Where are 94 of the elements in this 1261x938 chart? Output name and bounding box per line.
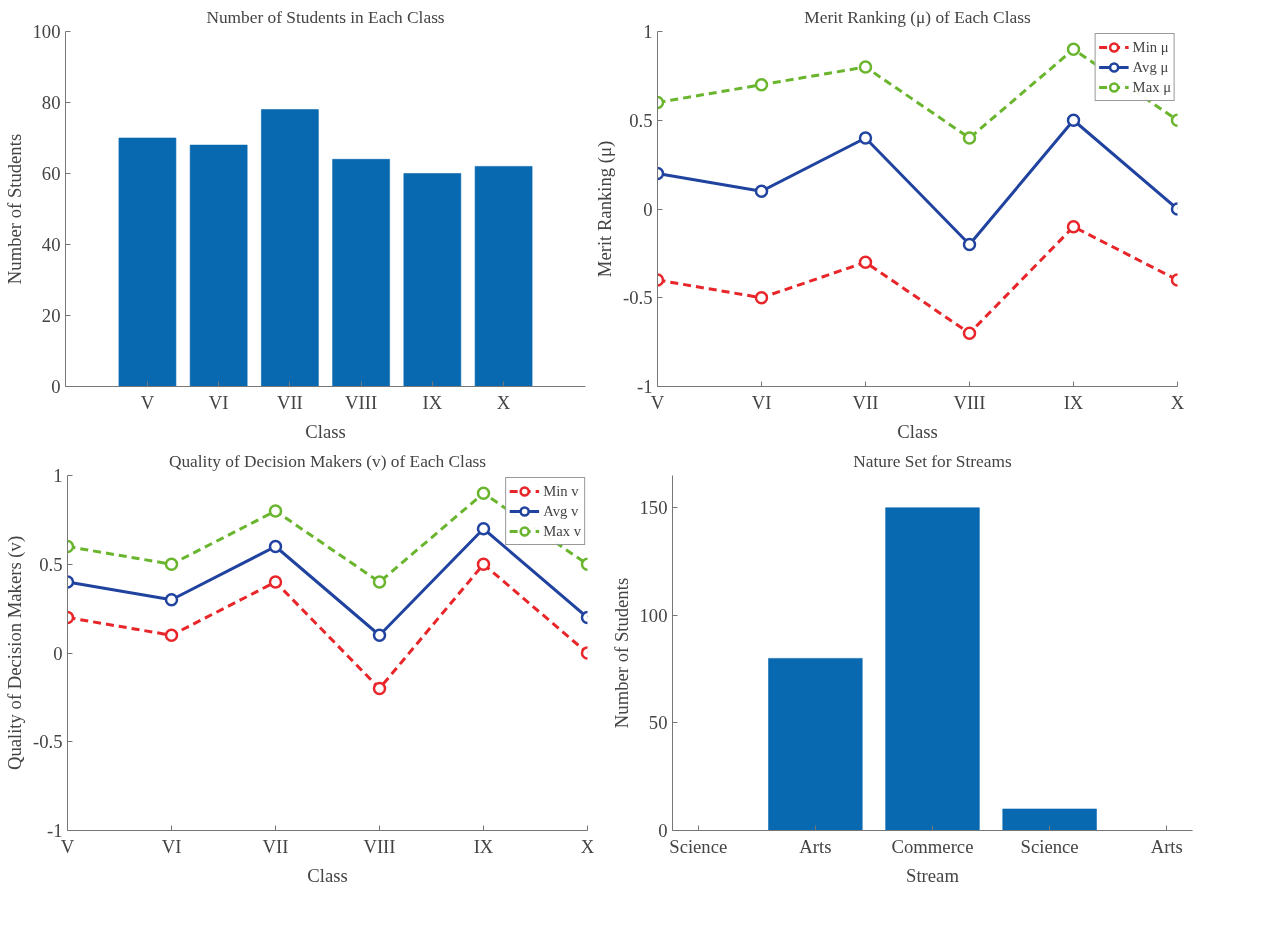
x-tick-label: VII [262,835,289,857]
y-tick-label: 20 [41,305,61,326]
y-tick-label: 40 [41,234,61,255]
y-tick-label: 0 [51,376,61,397]
y-tick-label: -1 [636,376,653,397]
point [858,131,873,145]
bar [1002,808,1097,831]
y-tick-label: 60 [41,163,61,184]
y-axis-title: Number of Students [3,133,25,285]
legend-label: Avg v [543,502,579,520]
point [164,593,179,607]
x-tick-label: VII [852,391,879,413]
y-axis-title: Merit Ranking (μ) [593,140,616,278]
point [1066,42,1081,56]
legend-label: Max μ [1132,78,1171,96]
x-tick-label: Arts [799,835,832,857]
point [754,291,769,305]
chart-title: Quality of Decision Makers (v) of Each Class [168,451,487,471]
legend-label: Max v [543,522,581,540]
chart-title: Nature Set for Streams [853,451,1012,471]
bar [189,144,248,387]
x-tick-label: IX [1063,391,1084,413]
x-tick-label: X [580,835,595,857]
point [962,326,977,340]
x-tick-label: Arts [1150,835,1183,857]
y-tick-label: 100 [32,21,61,42]
y-tick-label: -0.5 [622,287,653,309]
x-axis-title: Class [897,420,938,442]
y-axis-title: Number of Students [610,577,632,729]
point [372,681,387,696]
point [962,237,977,252]
y-tick-label: 0 [53,642,63,664]
y-tick-label: 1 [53,465,63,486]
y-tick-label: 0 [643,198,653,220]
point [476,522,491,536]
point [858,255,873,269]
x-tick-label: VIII [363,835,396,857]
point [1066,220,1081,234]
bar [474,166,533,387]
x-tick-label: V [60,835,75,857]
y-tick-label: 0 [658,820,668,841]
point [476,557,491,571]
point [476,486,491,500]
bar [768,658,863,831]
point [268,575,283,589]
x-tick-label: V [140,391,155,413]
y-axis-title: Quality of Decision Makers (v) [3,535,26,771]
x-tick-label: VI [751,391,772,413]
x-tick-label: Science [669,835,728,857]
x-tick-label: X [1170,391,1185,413]
legend-label: Min v [543,482,579,500]
point [164,628,179,642]
y-tick-label: 150 [639,497,668,519]
x-tick-label: X [496,391,511,413]
bar [332,159,390,387]
bar [118,137,177,387]
x-tick-label: VIII [953,391,986,413]
point [164,557,179,571]
point [372,628,387,642]
x-tick-label: VI [208,391,229,413]
x-axis-title: Stream [906,864,960,886]
y-tick-label: 80 [41,92,61,113]
x-tick-label: VII [276,391,303,413]
point [962,131,977,145]
y-tick-label: -1 [46,820,63,841]
y-tick-label: 1 [643,21,653,42]
bar [403,173,462,387]
legend-label: Min μ [1132,38,1169,56]
y-tick-label: 0.5 [629,109,653,131]
y-tick-label: 0.5 [39,553,63,575]
point [858,60,873,74]
point [754,78,769,92]
chart-title: Number of Students in Each Class [206,7,445,27]
x-tick-label: VIII [345,391,378,413]
x-tick-label: VI [161,835,182,857]
chart-title: Merit Ranking (μ) of Each Class [804,7,1031,27]
point [372,575,387,589]
point [268,539,283,554]
x-tick-label: IX [422,391,443,413]
x-axis-title: Class [305,420,346,442]
x-tick-label: V [650,391,665,413]
y-tick-label: 100 [639,604,668,626]
y-tick-label: 50 [648,712,668,734]
bar [885,507,980,831]
point [754,184,769,198]
legend-label: Avg μ [1132,58,1169,76]
x-axis-title: Class [307,864,348,886]
point [1066,113,1081,127]
x-tick-label: Science [1020,835,1079,857]
x-tick-label: IX [473,835,494,857]
bar [261,109,319,387]
y-tick-label: -0.5 [32,731,63,753]
point [268,504,283,518]
x-tick-label: Commerce [891,835,974,857]
